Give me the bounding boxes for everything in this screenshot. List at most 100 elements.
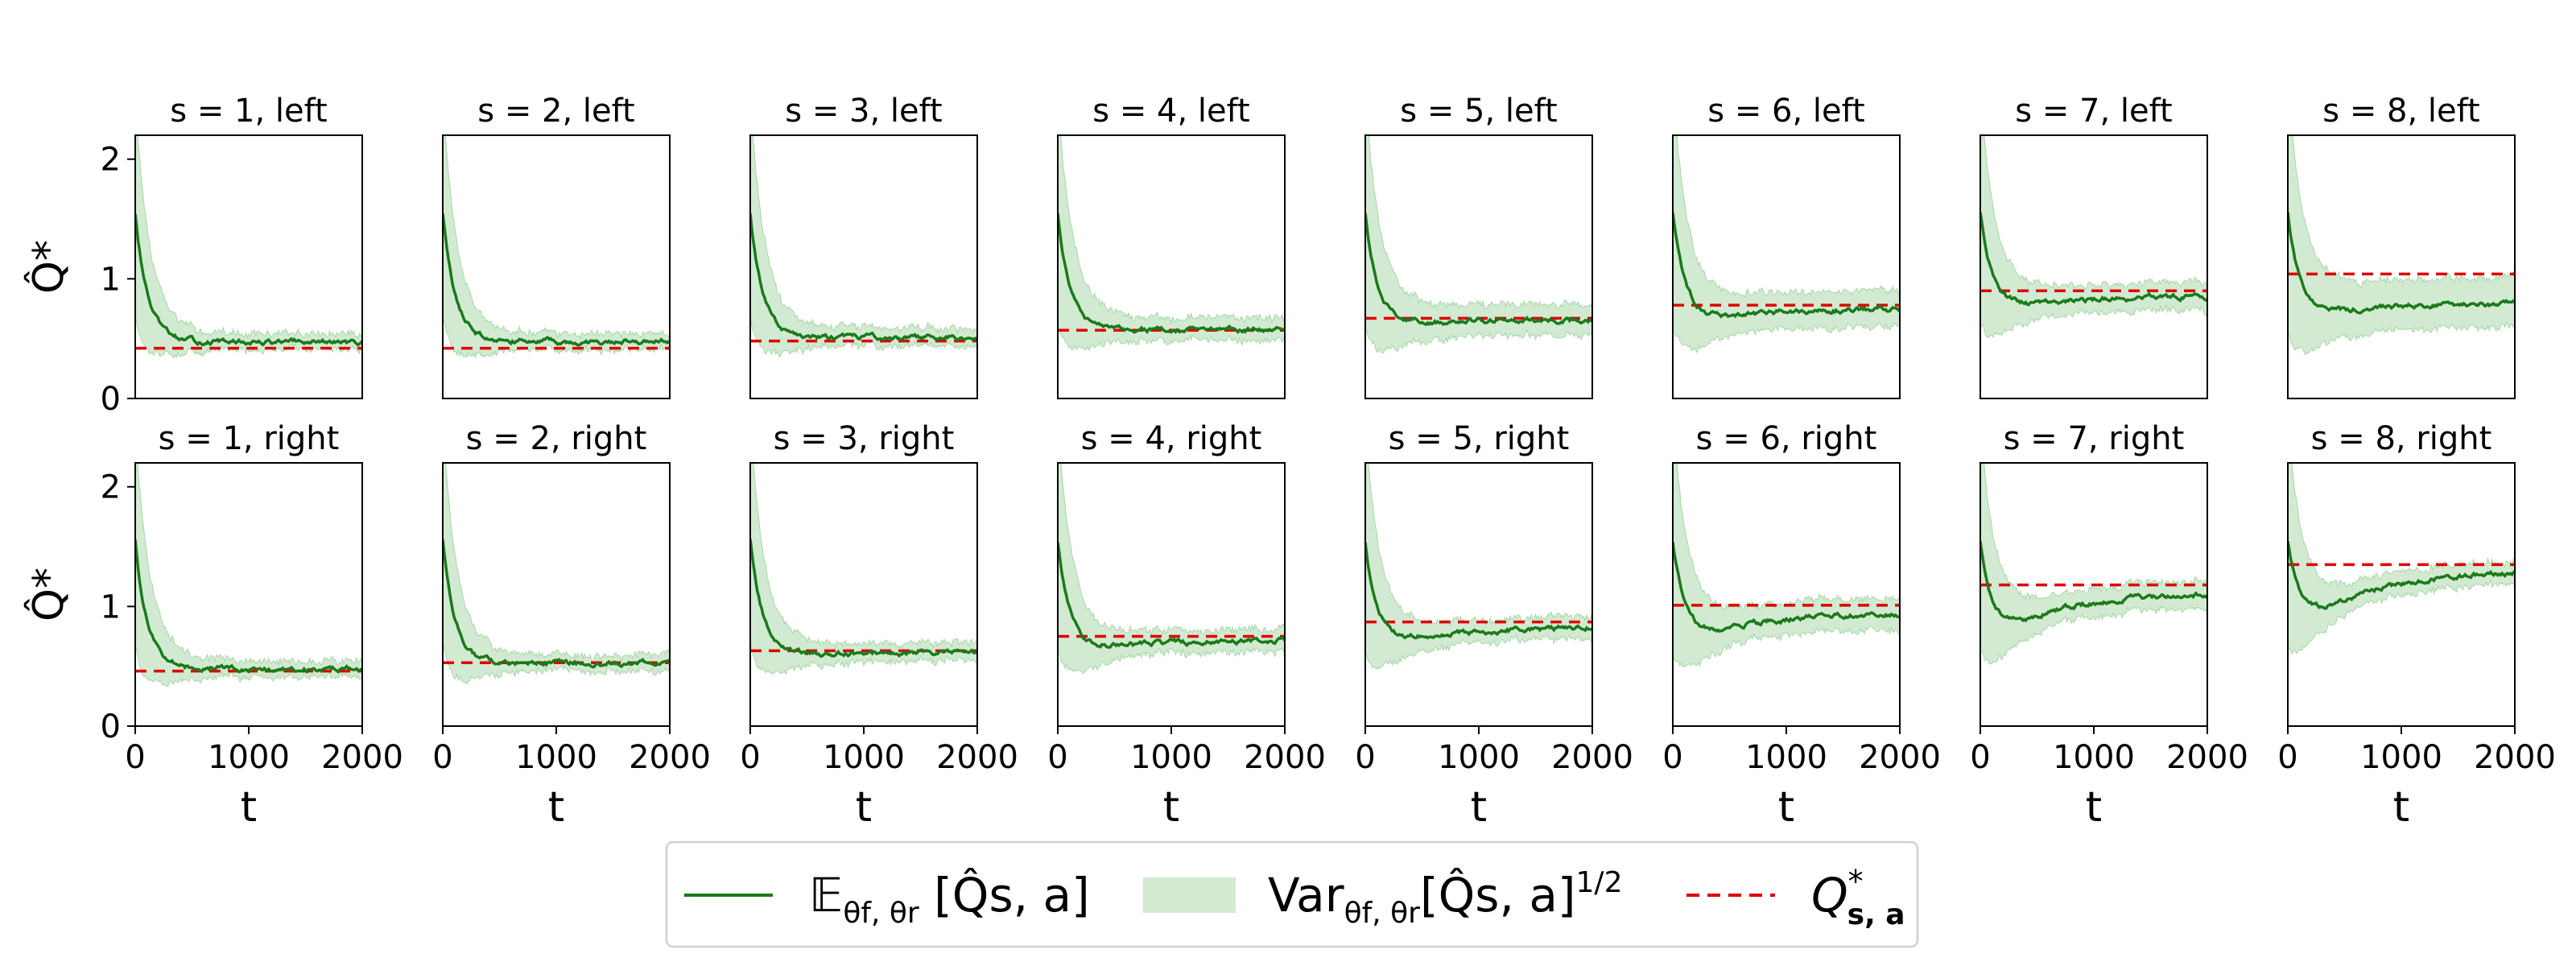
panel-frame xyxy=(749,134,978,399)
mean-line xyxy=(1365,213,1592,327)
x-tick-label: 0 xyxy=(432,739,452,776)
legend-target-prefix: Q xyxy=(1811,868,1848,923)
panel-10: s = 2, right 0 1000 2000 t xyxy=(432,420,711,832)
panel-title: s = 5, right xyxy=(1389,420,1570,457)
panel-title: s = 2, right xyxy=(466,420,647,457)
panel-frame xyxy=(1364,134,1593,399)
x-axis-label: t xyxy=(1778,783,1794,832)
panel-frame xyxy=(1057,462,1286,727)
x-tick-label: 2000 xyxy=(629,739,711,776)
mean-line xyxy=(1673,213,1900,319)
y-tick-label: 2 xyxy=(101,469,121,506)
panel-title: s = 6, right xyxy=(1696,420,1877,457)
panels-grid: s = 1, left 0 1 2 Q̂* s = 2, left s = 3, left s… xyxy=(24,93,2556,832)
variance-band xyxy=(1058,135,1285,352)
variance-band xyxy=(1365,135,1592,354)
legend-target-sup: * xyxy=(1848,864,1864,899)
mean-line xyxy=(1058,213,1285,335)
panel-title: s = 3, left xyxy=(785,93,942,130)
x-axis-label: t xyxy=(548,783,564,832)
legend-target-label: Q* s, a xyxy=(1811,864,1905,931)
variance-band xyxy=(443,463,670,685)
panel-9: s = 1, right 0 1 2 Q̂* 0 1000 2000 t xyxy=(24,420,403,832)
x-tick-label: 2000 xyxy=(2166,739,2248,776)
panel-2: s = 2, left xyxy=(442,93,671,399)
panel-title: s = 7, left xyxy=(2015,93,2172,130)
legend-band-label: Varθf, θr[Q̂s, a]1/2 xyxy=(1268,866,1622,930)
x-tick-label: 1000 xyxy=(1745,739,1827,776)
panel-7: s = 7, left xyxy=(1979,93,2208,399)
variance-band xyxy=(750,135,977,358)
variance-band xyxy=(1673,463,1900,668)
x-tick-label: 1000 xyxy=(2360,739,2442,776)
x-tick-label: 0 xyxy=(1662,739,1682,776)
panel-8: s = 8, left xyxy=(2287,93,2516,399)
legend-mean-text: [Q̂s, a] xyxy=(919,867,1090,923)
variance-band xyxy=(1673,135,1900,354)
x-tick-label: 1000 xyxy=(208,739,290,776)
panel-15: s = 7, right 0 1000 2000 t xyxy=(1970,420,2248,832)
variance-band xyxy=(750,463,977,675)
x-axis-label: t xyxy=(241,783,257,832)
x-tick-label: 0 xyxy=(1355,739,1375,776)
panel-4: s = 4, left xyxy=(1057,93,1286,399)
legend-band-text: [Q̂s, a] xyxy=(1420,867,1576,923)
panel-frame xyxy=(1672,134,1901,399)
mean-line xyxy=(1058,542,1285,649)
panel-title: s = 8, right xyxy=(2311,420,2492,457)
panel-frame xyxy=(1979,134,2208,399)
mean-line xyxy=(750,539,977,658)
panel-16: s = 8, right 0 1000 2000 t xyxy=(2277,420,2556,832)
variance-band xyxy=(2288,463,2515,655)
mean-line xyxy=(443,213,670,347)
mean-line xyxy=(443,539,670,669)
x-tick-label: 2000 xyxy=(1859,739,1941,776)
y-tick-label: 1 xyxy=(101,588,121,625)
panel-frame xyxy=(749,462,978,727)
x-tick-label: 2000 xyxy=(1244,739,1326,776)
panel-title: s = 4, right xyxy=(1081,420,1262,457)
x-tick-label: 1000 xyxy=(823,739,905,776)
panel-11: s = 3, right 0 1000 2000 t xyxy=(740,420,1018,832)
panel-title: s = 4, left xyxy=(1092,93,1249,130)
legend-mean-prefix: 𝔼 xyxy=(809,868,843,923)
x-tick-label: 1000 xyxy=(2053,739,2135,776)
panel-frame xyxy=(1057,134,1286,399)
panel-1: s = 1, left 0 1 2 Q̂* xyxy=(24,93,363,418)
mean-line xyxy=(1673,541,1900,634)
panel-title: s = 1, left xyxy=(170,93,327,130)
x-tick-label: 0 xyxy=(1970,739,1990,776)
y-tick-label: 2 xyxy=(101,142,121,179)
variance-band xyxy=(2288,135,2515,355)
mean-line xyxy=(2288,212,2515,315)
x-tick-label: 0 xyxy=(740,739,760,776)
panel-title: s = 8, left xyxy=(2322,93,2479,130)
legend-band-sub: θf, θr xyxy=(1344,897,1421,930)
legend: 𝔼θf, θr [Q̂s, a] Varθf, θr[Q̂s, a]1/2 Q*… xyxy=(665,840,1919,948)
panel-6: s = 6, left xyxy=(1672,93,1901,399)
x-tick-label: 2000 xyxy=(936,739,1018,776)
y-tick-label: 1 xyxy=(101,261,121,298)
panel-frame xyxy=(134,134,363,399)
y-tick-label: 0 xyxy=(101,708,121,745)
panel-title: s = 5, left xyxy=(1400,93,1557,130)
panel-title: s = 1, right xyxy=(159,420,340,457)
mean-line xyxy=(1980,541,2207,623)
variance-band xyxy=(135,463,362,687)
legend-band-sup: 1/2 xyxy=(1576,866,1623,899)
variance-band xyxy=(1980,135,2207,339)
y-axis-label: Q̂* xyxy=(24,568,73,621)
legend-mean-sub: θf, θr xyxy=(843,897,919,930)
panel-14: s = 6, right 0 1000 2000 t xyxy=(1662,420,1941,832)
mean-line xyxy=(1980,212,2207,307)
x-tick-label: 1000 xyxy=(1438,739,1520,776)
x-tick-label: 0 xyxy=(125,739,145,776)
panel-frame xyxy=(134,462,363,727)
x-tick-label: 2000 xyxy=(1551,739,1633,776)
variance-band xyxy=(1365,463,1592,671)
x-axis-label: t xyxy=(1471,783,1487,832)
x-axis-label: t xyxy=(856,783,872,832)
mean-line xyxy=(135,213,362,347)
y-tick-label: 0 xyxy=(101,381,121,418)
mean-line xyxy=(750,213,977,343)
